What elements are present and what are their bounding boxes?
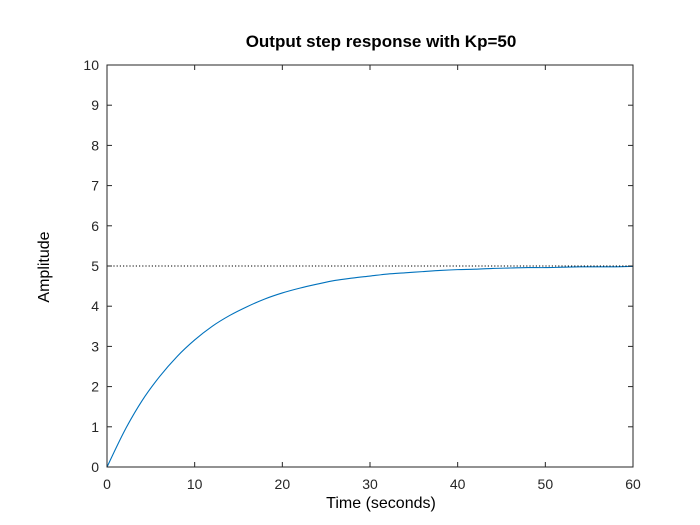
y-tick-label: 5 — [91, 258, 99, 274]
x-tick-label: 0 — [103, 476, 111, 492]
chart-title: Output step response with Kp=50 — [246, 32, 517, 51]
y-tick-label: 1 — [91, 419, 99, 435]
y-tick-label: 9 — [91, 97, 99, 113]
plot-area — [106, 64, 634, 468]
y-tick-label: 6 — [91, 218, 99, 234]
y-tick-label: 3 — [91, 338, 99, 354]
x-tick-label: 30 — [362, 476, 378, 492]
y-axis-label: Amplitude — [36, 231, 53, 302]
y-tick-label: 0 — [91, 459, 99, 475]
step-response-line — [106, 265, 634, 468]
x-tick-label: 50 — [538, 476, 554, 492]
y-tick-label: 7 — [91, 178, 99, 194]
x-tick-label: 20 — [275, 476, 291, 492]
x-axis-ticks: 0 10 20 30 40 50 60 — [103, 65, 641, 492]
x-axis-label: Time (seconds) — [326, 495, 436, 512]
y-tick-label: 10 — [83, 57, 99, 73]
y-tick-label: 2 — [91, 379, 99, 395]
x-tick-label: 60 — [625, 476, 641, 492]
x-tick-label: 40 — [450, 476, 466, 492]
y-axis-ticks: 0 1 2 3 4 5 6 7 8 9 10 — [83, 57, 633, 475]
y-tick-label: 4 — [91, 298, 99, 314]
y-tick-label: 8 — [91, 137, 99, 153]
x-tick-label: 10 — [187, 476, 203, 492]
